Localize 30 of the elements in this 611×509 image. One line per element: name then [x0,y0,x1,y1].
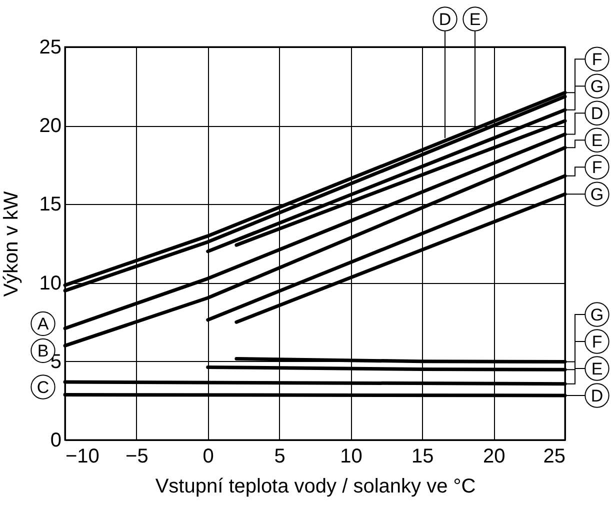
annotation: C [36,378,50,397]
annotation: F [592,158,602,178]
y-tick-label: 0 [50,430,62,452]
annotation: D [590,386,604,406]
x-tick-label: 25 [543,446,566,468]
x-tick-label: 20 [482,446,506,468]
x-tick-label: −10 [66,446,100,468]
annotation: F [592,50,602,70]
y-tick-label: 10 [39,272,62,294]
y-axis-title: Výkon v kW [0,191,22,297]
y-tick-label: 15 [39,194,62,216]
annotation: G [590,306,604,325]
annotation: E [469,10,481,29]
x-tick-label: 10 [340,446,362,468]
annotation: D [590,104,604,124]
annotation: E [591,131,603,150]
annotation: E [591,360,603,379]
x-tick-label: 5 [274,446,286,468]
annotation: G [590,185,604,204]
x-axis-title: Vstupní teplota vody / solanky ve °C [155,476,476,498]
x-tick-label: 0 [202,446,214,468]
y-tick-label: 25 [39,36,62,58]
x-tick-label: −5 [126,446,148,468]
annotation: G [590,77,604,96]
annotation: F [592,332,602,352]
y-tick-label: 20 [39,115,62,138]
annotation: B [37,342,49,361]
annotation: A [37,314,50,334]
x-tick-label: 15 [412,446,434,468]
annotation: D [438,10,452,29]
